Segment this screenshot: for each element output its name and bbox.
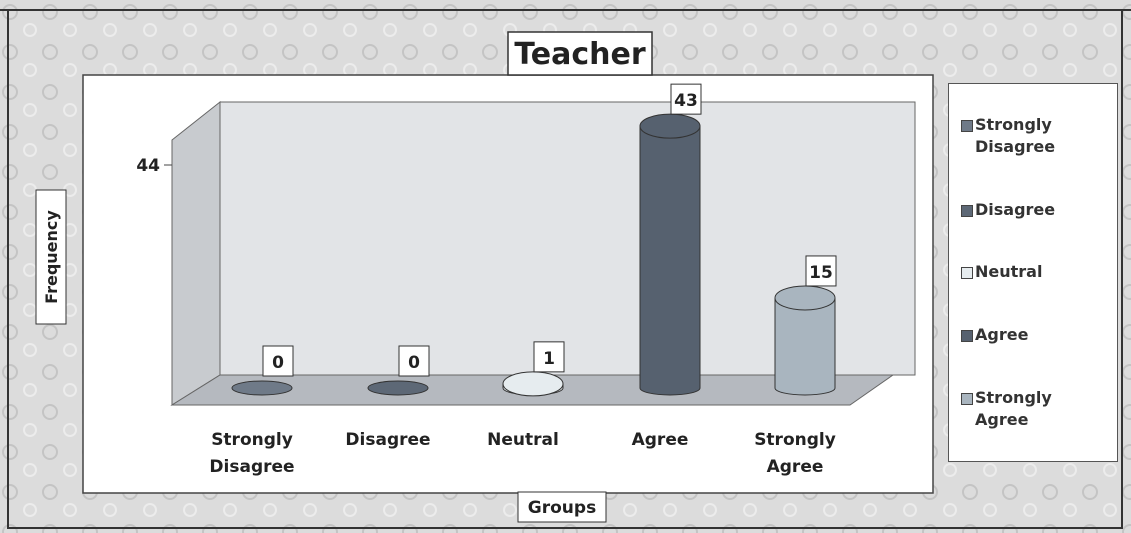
legend-entry: Strongly Disagree <box>961 114 1085 158</box>
data-label: 15 <box>809 263 833 283</box>
bar-part <box>231 380 293 396</box>
bar <box>774 285 836 396</box>
bar <box>639 113 701 396</box>
bar-part <box>367 380 429 396</box>
x-tick-label: Strongly Agree <box>754 430 836 477</box>
data-label-box <box>262 345 294 377</box>
legend-entry: Agree <box>961 324 1085 346</box>
bar-part <box>502 371 564 397</box>
title-box <box>507 31 653 76</box>
x-label-box <box>517 491 607 523</box>
data-label: 43 <box>674 91 698 111</box>
legend-label: Strongly Disagree <box>975 115 1056 157</box>
x-tick-label: Agree <box>632 430 689 450</box>
x-tick-label: Disagree <box>345 430 430 450</box>
data-label-box <box>398 345 430 377</box>
legend-entry: Neutral <box>961 261 1085 283</box>
legend-label: Disagree <box>975 199 1056 219</box>
data-label: 0 <box>408 353 420 373</box>
data-label-box <box>670 83 702 115</box>
data-label: 0 <box>272 353 284 373</box>
legend-swatch <box>961 120 973 133</box>
y-label-box <box>35 189 67 325</box>
x-tick-label: Neutral <box>487 430 559 450</box>
chart-title: Teacher <box>514 37 646 72</box>
side-wall <box>171 100 221 406</box>
legend-label: Agree <box>975 325 1029 345</box>
y-axis-label: Frequency <box>42 210 61 304</box>
bar-part <box>774 285 836 311</box>
bar <box>502 371 564 397</box>
legend-entry: Strongly Agree <box>961 387 1085 431</box>
data-label: 1 <box>543 349 555 369</box>
legend-swatch <box>961 267 973 280</box>
data-label-box <box>805 255 837 287</box>
frame <box>7 9 1123 529</box>
data-label-box <box>533 341 565 373</box>
legend-swatch <box>961 204 973 217</box>
legend-label: Neutral <box>975 262 1043 282</box>
legend-label: Strongly Agree <box>975 387 1052 429</box>
x-axis-label: Groups <box>528 498 596 518</box>
legend-entry: Disagree <box>961 199 1085 221</box>
legend-swatch <box>961 330 973 343</box>
bar <box>367 380 429 396</box>
bar-part <box>640 126 700 389</box>
bar <box>231 380 293 396</box>
legend-swatch <box>961 392 973 405</box>
y-tick-label: 44 <box>136 156 160 176</box>
bar-part <box>775 297 835 388</box>
x-tick-label: Strongly Disagree <box>209 430 294 477</box>
bar-part <box>639 113 701 139</box>
legend: Strongly Disagree Disagree Neutral Agree Str… <box>948 83 1118 462</box>
